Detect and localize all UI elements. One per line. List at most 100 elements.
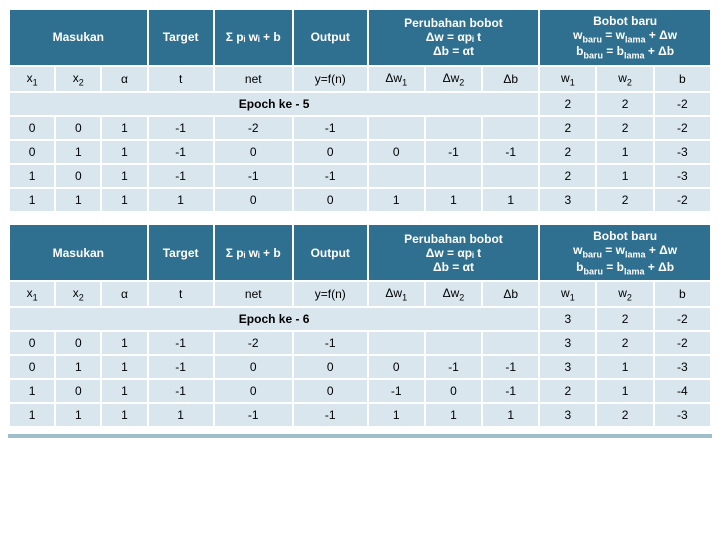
- data-cell: 2: [539, 164, 596, 188]
- data-cell: [425, 164, 482, 188]
- subhdr-cell: w2: [596, 281, 653, 307]
- data-cell: 1: [425, 403, 482, 427]
- data-cell: -1: [482, 355, 539, 379]
- hdr-perubahan: Perubahan bobotΔw = αpᵢ tΔb = αt: [368, 9, 540, 66]
- data-cell: 1: [9, 379, 55, 403]
- data-cell: -3: [654, 140, 711, 164]
- data-cell: 1: [55, 140, 101, 164]
- subhdr-cell: Δw1: [368, 281, 425, 307]
- hdr-target: Target: [148, 224, 214, 281]
- data-cell: 2: [596, 188, 653, 212]
- data-cell: 1: [101, 331, 147, 355]
- data-cell: -1: [482, 379, 539, 403]
- data-cell: -2: [654, 331, 711, 355]
- hdr-masukan: Masukan: [9, 224, 148, 281]
- data-cell: 2: [596, 331, 653, 355]
- data-cell: 1: [9, 188, 55, 212]
- data-cell: -3: [654, 403, 711, 427]
- data-cell: -1: [293, 331, 368, 355]
- data-cell: 1: [596, 164, 653, 188]
- epoch-tail-cell: 2: [596, 92, 653, 116]
- subhdr-cell: x2: [55, 66, 101, 92]
- data-cell: -2: [654, 188, 711, 212]
- data-cell: 1: [101, 164, 147, 188]
- subhdr-cell: b: [654, 66, 711, 92]
- epoch-tail-cell: 3: [539, 307, 596, 331]
- data-cell: 1: [596, 140, 653, 164]
- data-cell: -4: [654, 379, 711, 403]
- data-cell: 1: [596, 355, 653, 379]
- data-cell: 0: [9, 140, 55, 164]
- data-cell: 0: [9, 116, 55, 140]
- subhdr-cell: α: [101, 281, 147, 307]
- data-cell: 0: [214, 355, 293, 379]
- data-cell: 0: [55, 164, 101, 188]
- data-cell: [425, 331, 482, 355]
- epoch-tail-cell: 2: [539, 92, 596, 116]
- data-cell: -1: [293, 116, 368, 140]
- data-cell: 1: [101, 140, 147, 164]
- data-cell: 0: [9, 355, 55, 379]
- epoch-table: MasukanTargetΣ pᵢ wᵢ + bOutputPerubahan …: [8, 223, 712, 428]
- subhdr-cell: α: [101, 66, 147, 92]
- data-cell: 2: [596, 116, 653, 140]
- hdr-perubahan: Perubahan bobotΔw = αpᵢ tΔb = αt: [368, 224, 540, 281]
- hdr-target: Target: [148, 9, 214, 66]
- data-cell: 1: [425, 188, 482, 212]
- data-cell: -1: [214, 164, 293, 188]
- data-cell: 3: [539, 188, 596, 212]
- data-cell: 0: [293, 188, 368, 212]
- data-cell: -1: [293, 164, 368, 188]
- data-cell: 2: [539, 379, 596, 403]
- data-cell: 1: [482, 188, 539, 212]
- data-cell: 1: [101, 403, 147, 427]
- subhdr-cell: x2: [55, 281, 101, 307]
- hdr-output: Output: [293, 9, 368, 66]
- data-cell: -1: [425, 355, 482, 379]
- hdr-output: Output: [293, 224, 368, 281]
- subhdr-cell: net: [214, 281, 293, 307]
- subhdr-cell: x1: [9, 281, 55, 307]
- data-cell: -2: [214, 116, 293, 140]
- data-cell: 0: [293, 355, 368, 379]
- data-cell: 1: [368, 188, 425, 212]
- data-cell: -1: [148, 355, 214, 379]
- data-cell: 1: [596, 379, 653, 403]
- data-cell: -1: [148, 140, 214, 164]
- epoch-tail-cell: -2: [654, 307, 711, 331]
- data-cell: 1: [55, 355, 101, 379]
- hdr-bobot: Bobot baruwbaru = wlama + Δwbbaru = blam…: [539, 9, 711, 66]
- subhdr-cell: x1: [9, 66, 55, 92]
- subhdr-cell: t: [148, 281, 214, 307]
- subhdr-cell: Δw2: [425, 66, 482, 92]
- data-cell: -1: [148, 379, 214, 403]
- subhdr-cell: Δw1: [368, 66, 425, 92]
- data-cell: 0: [368, 355, 425, 379]
- data-cell: [482, 116, 539, 140]
- data-cell: -1: [293, 403, 368, 427]
- data-cell: 0: [214, 188, 293, 212]
- data-cell: 3: [539, 403, 596, 427]
- subhdr-cell: w1: [539, 66, 596, 92]
- tables-container: MasukanTargetΣ pᵢ wᵢ + bOutputPerubahan …: [8, 8, 712, 428]
- data-cell: 1: [55, 403, 101, 427]
- epoch-label: Epoch ke - 5: [9, 92, 539, 116]
- data-cell: -1: [148, 331, 214, 355]
- data-cell: [482, 164, 539, 188]
- data-cell: -1: [214, 403, 293, 427]
- subhdr-cell: y=f(n): [293, 66, 368, 92]
- data-cell: 2: [539, 116, 596, 140]
- data-cell: [425, 116, 482, 140]
- hdr-masukan: Masukan: [9, 9, 148, 66]
- data-cell: [368, 164, 425, 188]
- data-cell: [368, 331, 425, 355]
- data-cell: 0: [368, 140, 425, 164]
- data-cell: -3: [654, 164, 711, 188]
- data-cell: -1: [482, 140, 539, 164]
- data-cell: [482, 331, 539, 355]
- subhdr-cell: net: [214, 66, 293, 92]
- data-cell: -1: [148, 164, 214, 188]
- data-cell: 0: [55, 379, 101, 403]
- data-cell: 3: [539, 331, 596, 355]
- data-cell: 1: [148, 188, 214, 212]
